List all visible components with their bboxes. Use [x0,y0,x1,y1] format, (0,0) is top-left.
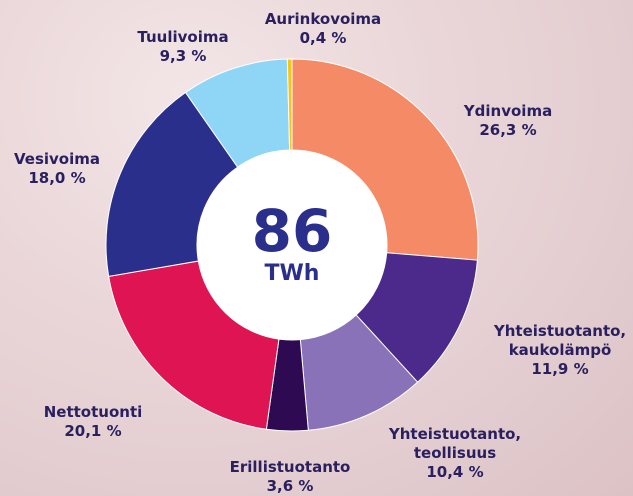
category-name: Tuulivoima [137,28,229,46]
value-label: 0,4 % [299,29,347,47]
donut-hole [197,150,387,340]
slice-label: Yhteistuotanto, teollisuus 10,4 % [380,425,530,482]
category-name: Vesivoima [13,150,100,168]
center-unit: TWh [264,261,320,286]
slice-label: Tuulivoima 9,3 % [123,28,243,66]
category-name: Aurinkovoima [264,10,382,28]
donut-slice [108,260,280,430]
value-label: 18,0 % [28,169,86,187]
slice-label: Vesivoima 18,0 % [0,150,117,188]
category-name: Erillistuotanto [229,458,351,476]
center-total: 86 TWh [252,200,333,286]
slice-label: Nettotuonti 20,1 % [23,403,163,441]
value-label: 26,3 % [479,121,537,139]
value-label: 20,1 % [64,422,122,440]
category-name: Yhteistuotanto, kaukolämpö [493,322,627,359]
slice-label: Ydinvoima 26,3 % [448,102,568,140]
slice-label: Yhteistuotanto, kaukolämpö 11,9 % [485,322,633,379]
center-value: 86 [251,197,333,265]
category-name: Nettotuonti [43,403,143,421]
category-name: Ydinvoima [463,102,553,120]
slice-label: Erillistuotanto 3,6 % [210,458,370,496]
value-label: 10,4 % [426,463,484,481]
value-label: 11,9 % [531,360,589,378]
value-label: 3,6 % [266,477,314,495]
slice-label: Aurinkovoima 0,4 % [253,10,393,48]
category-name: Yhteistuotanto, teollisuus [388,425,522,462]
value-label: 9,3 % [159,47,207,65]
